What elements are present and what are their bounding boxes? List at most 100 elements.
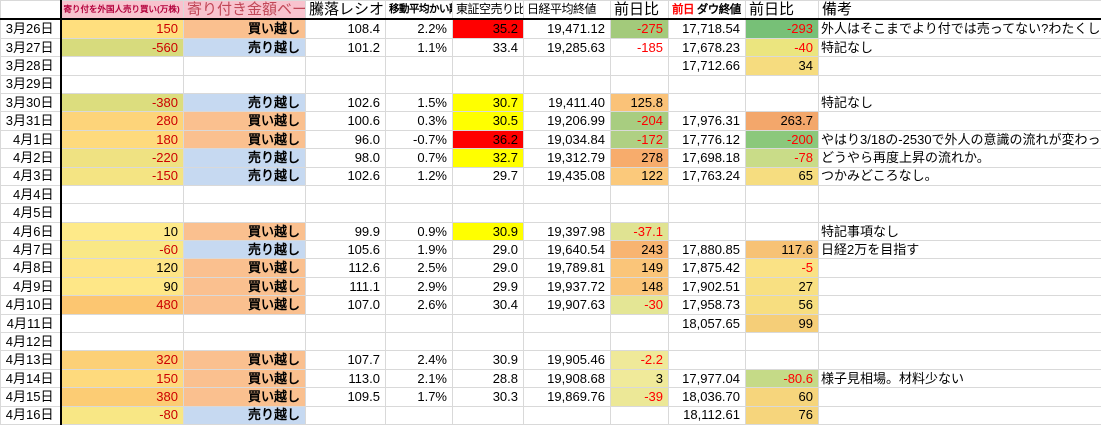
cell-ratio[interactable] — [306, 185, 386, 203]
header-dow-close[interactable]: 前日 ダウ終値 — [669, 1, 746, 20]
cell-nikkei-close[interactable]: 19,937.72 — [524, 277, 611, 295]
cell-dow-change[interactable]: -293 — [746, 19, 819, 38]
cell-nikkei-close[interactable]: 19,905.46 — [524, 351, 611, 369]
cell-ratio[interactable]: 108.4 — [306, 19, 386, 38]
cell-foreign-net[interactable] — [61, 204, 184, 222]
cell-foreign-net[interactable] — [61, 57, 184, 75]
cell-remark[interactable]: 特記事項なし — [819, 222, 1101, 240]
cell-ratio[interactable]: 96.0 — [306, 130, 386, 148]
cell-short-ratio[interactable]: 29.0 — [453, 259, 524, 277]
cell-basis[interactable] — [184, 314, 306, 332]
cell-nikkei-change[interactable]: 243 — [611, 241, 669, 259]
cell-nikkei-change[interactable]: 278 — [611, 149, 669, 167]
cell-foreign-net[interactable]: -220 — [61, 149, 184, 167]
cell-dow-close[interactable]: 17,977.04 — [669, 369, 746, 387]
cell-dow-close[interactable]: 17,902.51 — [669, 277, 746, 295]
cell-dow-close[interactable]: 17,678.23 — [669, 38, 746, 56]
cell-basis[interactable]: 買い越し — [184, 222, 306, 240]
cell-short-ratio[interactable]: 36.2 — [453, 130, 524, 148]
cell-date[interactable]: 3月27日 — [1, 38, 61, 56]
cell-dow-change[interactable]: 76 — [746, 406, 819, 424]
cell-date[interactable]: 4月12日 — [1, 333, 61, 351]
cell-remark[interactable]: 日経2万を目指す — [819, 241, 1101, 259]
cell-date[interactable]: 4月15日 — [1, 388, 61, 406]
cell-date[interactable]: 4月8日 — [1, 259, 61, 277]
cell-dow-change[interactable]: 99 — [746, 314, 819, 332]
cell-basis[interactable]: 売り越し — [184, 93, 306, 111]
header-nikkei-close[interactable]: 日経平均終値 — [524, 1, 611, 20]
cell-basis[interactable]: 売り越し — [184, 167, 306, 185]
cell-ratio[interactable] — [306, 57, 386, 75]
cell-remark[interactable]: やはり3/18の-2530で外人の意識の流れが変わっていた — [819, 130, 1101, 148]
cell-short-ratio[interactable]: 29.0 — [453, 241, 524, 259]
cell-date[interactable]: 3月30日 — [1, 93, 61, 111]
cell-basis[interactable]: 買い越し — [184, 369, 306, 387]
cell-date[interactable]: 4月4日 — [1, 185, 61, 203]
cell-date[interactable]: 4月13日 — [1, 351, 61, 369]
cell-dow-change[interactable]: -200 — [746, 130, 819, 148]
cell-ratio[interactable] — [306, 406, 386, 424]
cell-short-ratio[interactable]: 30.9 — [453, 351, 524, 369]
cell-dow-change[interactable]: 34 — [746, 57, 819, 75]
cell-date[interactable]: 4月9日 — [1, 277, 61, 295]
cell-dow-change[interactable]: -80.6 — [746, 369, 819, 387]
cell-nikkei-change[interactable]: -204 — [611, 112, 669, 130]
cell-foreign-net[interactable] — [61, 333, 184, 351]
cell-ma-deviation[interactable]: 1.9% — [386, 241, 453, 259]
cell-nikkei-change[interactable]: -185 — [611, 38, 669, 56]
cell-dow-change[interactable]: -40 — [746, 38, 819, 56]
cell-short-ratio[interactable] — [453, 333, 524, 351]
cell-ratio[interactable]: 109.5 — [306, 388, 386, 406]
cell-date[interactable]: 4月7日 — [1, 241, 61, 259]
cell-basis[interactable]: 売り越し — [184, 38, 306, 56]
cell-nikkei-change[interactable]: -30 — [611, 296, 669, 314]
cell-ma-deviation[interactable]: 2.2% — [386, 19, 453, 38]
cell-ma-deviation[interactable] — [386, 57, 453, 75]
cell-date[interactable]: 3月28日 — [1, 57, 61, 75]
cell-basis[interactable]: 買い越し — [184, 388, 306, 406]
cell-ma-deviation[interactable]: -0.7% — [386, 130, 453, 148]
cell-dow-change[interactable]: -78 — [746, 149, 819, 167]
cell-ratio[interactable]: 113.0 — [306, 369, 386, 387]
cell-foreign-net[interactable]: 150 — [61, 19, 184, 38]
cell-ma-deviation[interactable]: 2.9% — [386, 277, 453, 295]
cell-remark[interactable]: 特記なし — [819, 38, 1101, 56]
cell-nikkei-change[interactable] — [611, 314, 669, 332]
cell-foreign-net[interactable]: 280 — [61, 112, 184, 130]
cell-ma-deviation[interactable] — [386, 75, 453, 93]
cell-nikkei-close[interactable] — [524, 75, 611, 93]
cell-dow-change[interactable]: 56 — [746, 296, 819, 314]
cell-ratio[interactable]: 98.0 — [306, 149, 386, 167]
cell-dow-close[interactable] — [669, 351, 746, 369]
cell-nikkei-close[interactable] — [524, 333, 611, 351]
cell-foreign-net[interactable]: -560 — [61, 38, 184, 56]
cell-remark[interactable]: 様子見相場。材料少ない — [819, 369, 1101, 387]
header-ratio[interactable]: 騰落レシオ — [306, 1, 386, 20]
cell-date[interactable]: 4月10日 — [1, 296, 61, 314]
cell-date[interactable]: 4月16日 — [1, 406, 61, 424]
cell-short-ratio[interactable]: 29.9 — [453, 277, 524, 295]
cell-foreign-net[interactable]: -380 — [61, 93, 184, 111]
cell-short-ratio[interactable] — [453, 57, 524, 75]
cell-ma-deviation[interactable]: 0.3% — [386, 112, 453, 130]
cell-remark[interactable] — [819, 388, 1101, 406]
cell-basis[interactable]: 買い越し — [184, 277, 306, 295]
cell-ma-deviation[interactable]: 1.5% — [386, 93, 453, 111]
cell-ma-deviation[interactable] — [386, 406, 453, 424]
cell-dow-change[interactable]: 117.6 — [746, 241, 819, 259]
cell-dow-close[interactable]: 17,698.18 — [669, 149, 746, 167]
cell-foreign-net[interactable]: 480 — [61, 296, 184, 314]
cell-nikkei-change[interactable]: 149 — [611, 259, 669, 277]
cell-ma-deviation[interactable]: 2.6% — [386, 296, 453, 314]
header-dow-change[interactable]: 前日比 — [746, 1, 819, 20]
cell-remark[interactable] — [819, 314, 1101, 332]
cell-foreign-net[interactable]: -80 — [61, 406, 184, 424]
cell-date[interactable]: 4月1日 — [1, 130, 61, 148]
cell-date[interactable]: 4月3日 — [1, 167, 61, 185]
cell-dow-close[interactable] — [669, 222, 746, 240]
cell-date[interactable]: 3月31日 — [1, 112, 61, 130]
cell-nikkei-close[interactable]: 19,411.40 — [524, 93, 611, 111]
header-date[interactable] — [1, 1, 61, 20]
cell-nikkei-close[interactable]: 19,907.63 — [524, 296, 611, 314]
cell-dow-change[interactable]: 263.7 — [746, 112, 819, 130]
